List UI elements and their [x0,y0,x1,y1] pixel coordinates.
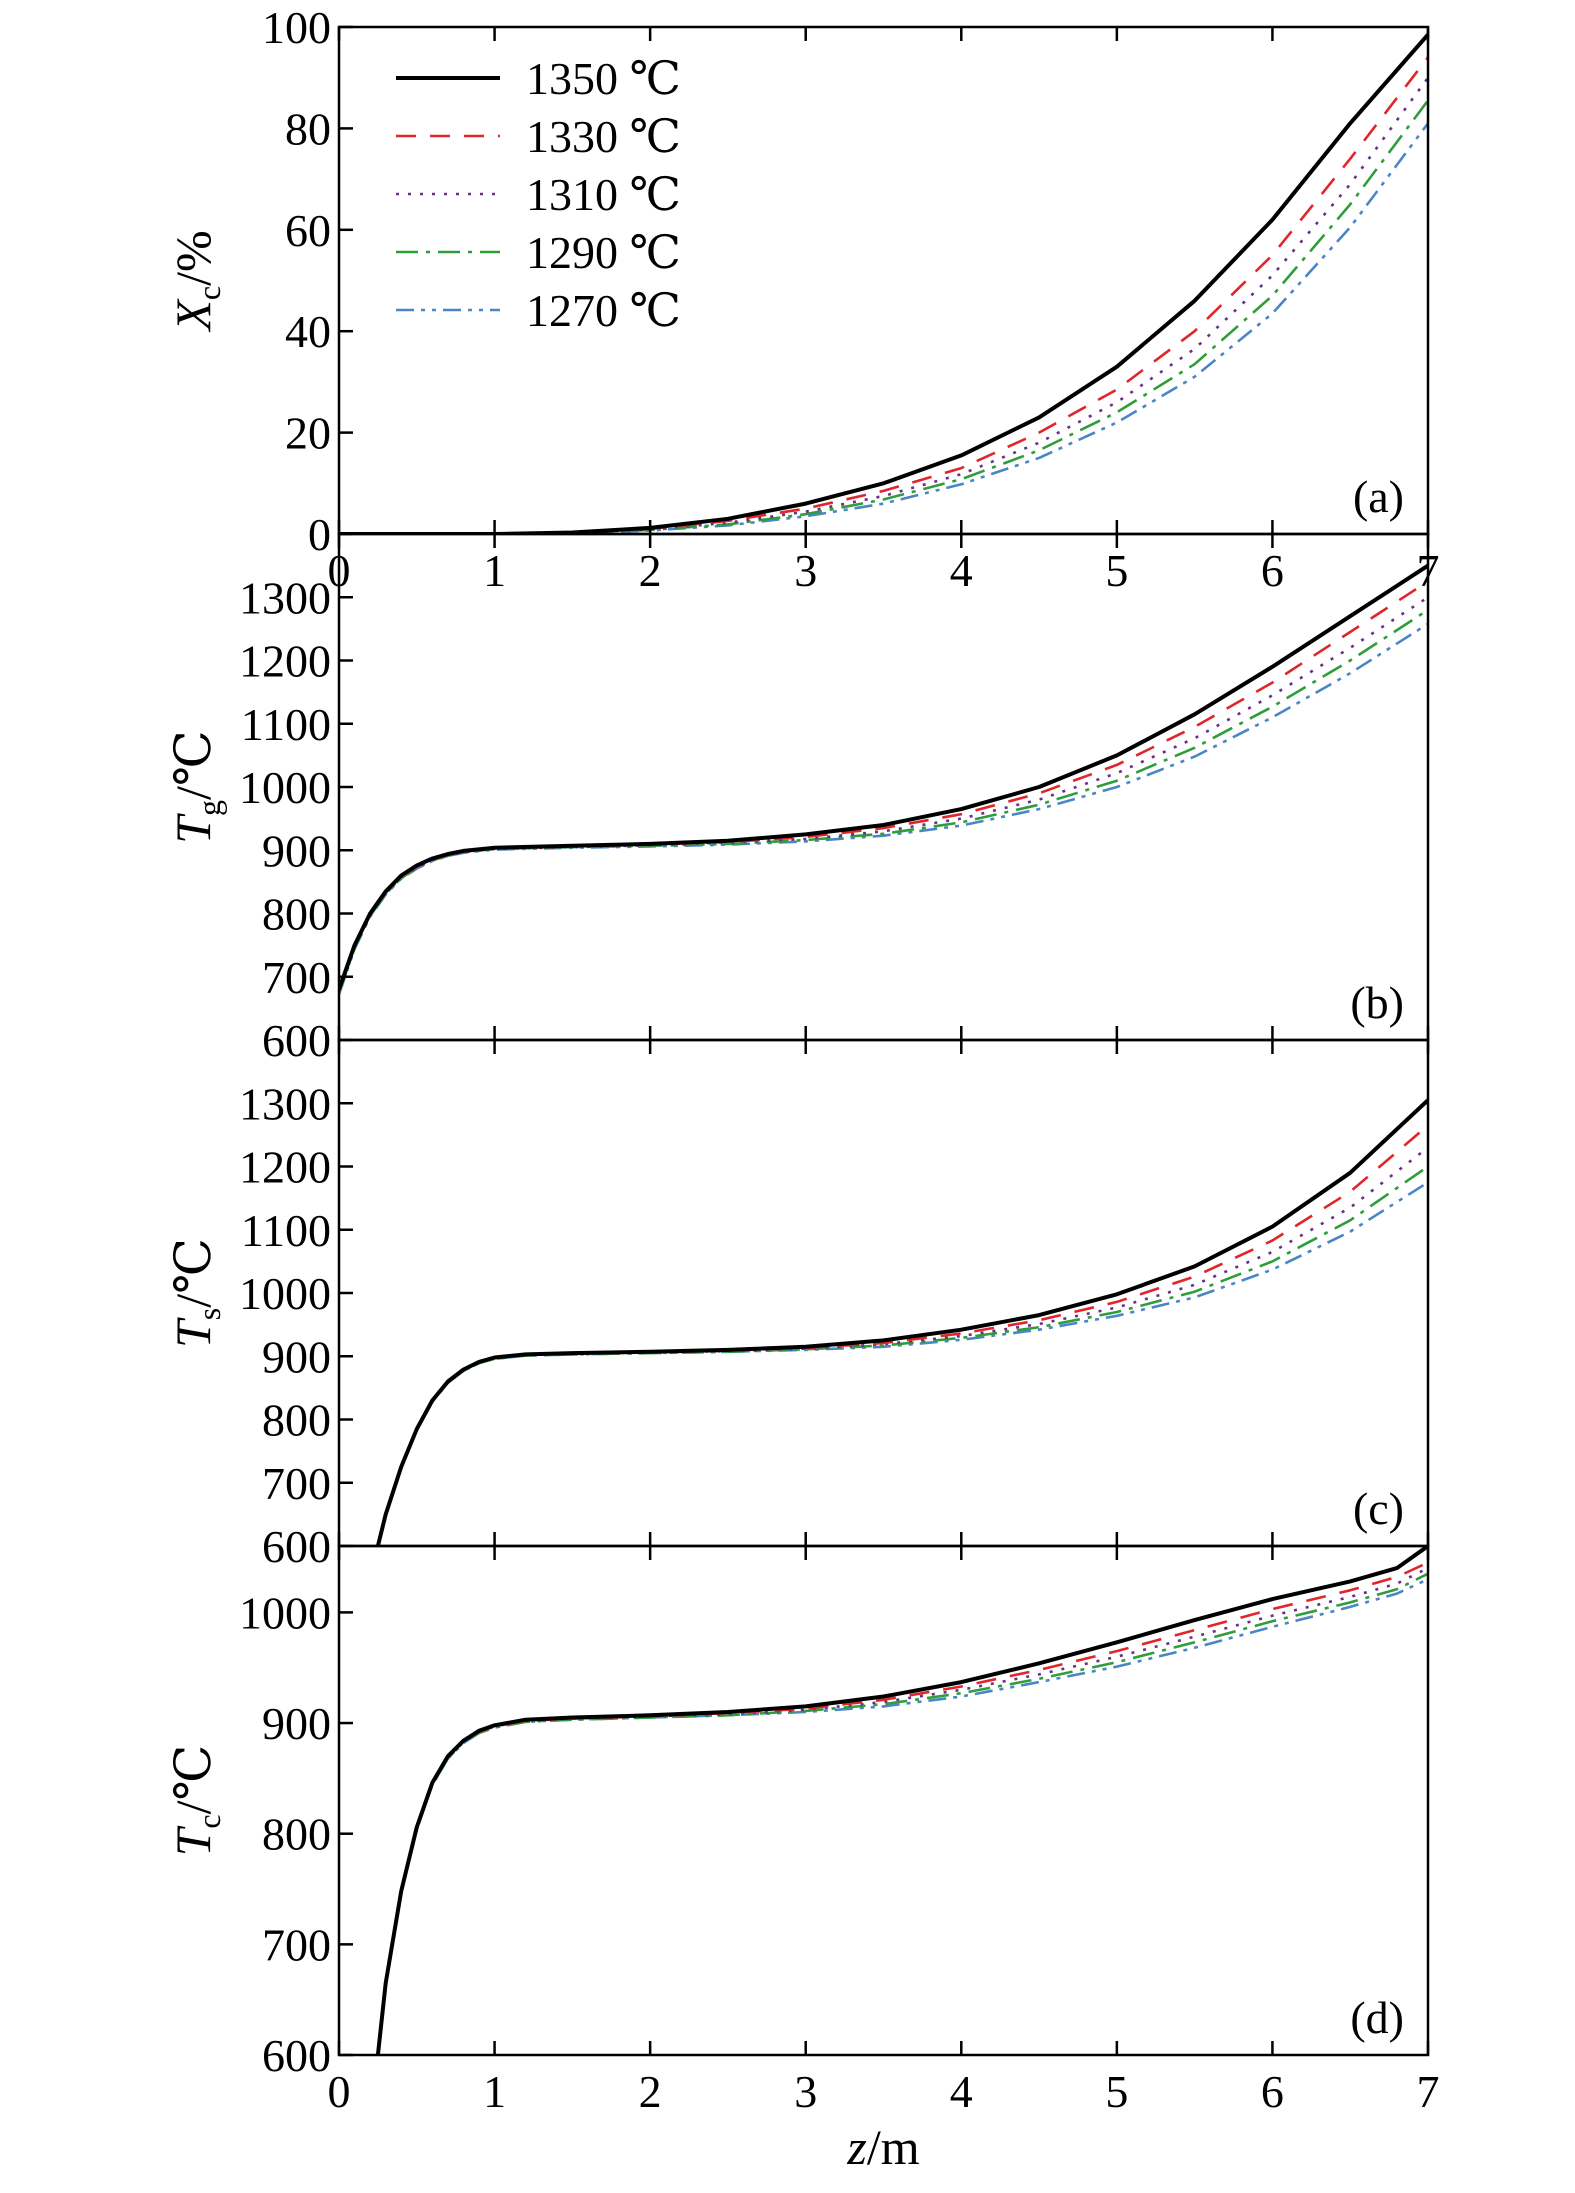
y-axis-title: Xc/% [165,230,227,332]
y-tick-label: 900 [262,1331,331,1382]
series-line [339,608,1428,994]
x-tick-label: 6 [1261,545,1284,596]
series-group [339,563,1428,995]
y-tick-label: 800 [262,1809,331,1860]
legend-entry: 1290 ℃ [526,227,681,278]
x-tick-label: 1 [483,545,506,596]
x-tick-label: 3 [794,545,817,596]
series-line [375,1546,1428,2055]
y-tick-label: 600 [262,2030,331,2081]
series-line [376,1566,1428,2055]
panel-label: (b) [1350,977,1404,1028]
series-line [339,563,1428,991]
x-tick-label: 3 [794,2066,817,2117]
y-tick-label: 700 [262,1919,331,1970]
x-tick-label: 7 [1417,2066,1440,2117]
series-line [376,1578,1428,2055]
x-tick-label: 5 [1105,2066,1128,2117]
plot-frame [337,1544,1430,2057]
y-tick-label: 900 [262,1698,331,1749]
series-line [339,56,1428,534]
y-tick-label: 60 [285,205,331,256]
series-line [376,1181,1428,1546]
y-tick-label: 100 [262,2,331,53]
plot-frame [337,25,1430,536]
y-tick-label: 700 [262,1458,331,1509]
plot-frame [337,1038,1430,1548]
y-tick-label: 800 [262,889,331,940]
legend-entry: 1310 ℃ [526,169,681,220]
series-line [339,622,1428,995]
series-line [375,1098,1428,1546]
panel-3: 600 700 800 900 1000 0 1 2 3 4 5 6 7 (d) Tc/℃ [165,1544,1440,2117]
y-tick-label: 80 [285,103,331,154]
x-tick-label: 1 [483,2066,506,2117]
y-tick-label: 900 [262,825,331,876]
y-tick-label: 1000 [239,1268,331,1319]
y-tick-label: 1200 [239,1142,331,1193]
x-tick-label: 2 [639,545,662,596]
series-line [339,76,1428,534]
legend-entry: 1350 ℃ [526,53,681,104]
series-line [376,1561,1428,2055]
x-tick-label: 4 [950,545,973,596]
plot-frame [337,532,1430,1042]
panel-label: (c) [1353,1483,1404,1534]
panel-1: 600 700 800 900 1000 1100 1200 1300 (b) Tg/℃ [165,532,1430,1066]
y-tick-label: 600 [262,1015,331,1066]
y-axis-title: Tc/℃ [165,1745,227,1857]
x-tick-label: 6 [1261,2066,1284,2117]
series-group [375,1546,1428,2055]
y-tick-label: 20 [285,408,331,459]
y-tick-label: 600 [262,1521,331,1572]
panel-2: 600 700 800 900 1000 1100 1200 1300 (c) Ts/℃ [165,1038,1430,1572]
series-line [376,1572,1428,2055]
y-tick-label: 1000 [239,762,331,813]
series-group [375,1098,1428,1546]
panel-label: (a) [1353,471,1404,522]
y-tick-label: 700 [262,952,331,1003]
series-group [339,33,1428,534]
series-line [339,33,1428,534]
x-tick-label: 2 [639,2066,662,2117]
y-tick-label: 0 [308,509,331,560]
series-line [376,1165,1428,1546]
series-line [376,1124,1428,1546]
legend: 1350 ℃ 1330 ℃ 1310 ℃ 1290 ℃ 1270 ℃ [396,53,681,336]
x-tick-label: 4 [950,2066,973,2117]
y-tick-label: 1100 [241,699,331,750]
y-tick-label: 1000 [239,1587,331,1638]
y-axis-title: Ts/℃ [165,1238,227,1348]
legend-entry: 1330 ℃ [526,111,681,162]
x-axis-title: z/m [846,2119,919,2175]
legend-entry: 1270 ℃ [526,285,681,336]
series-line [339,580,1428,992]
x-tick-label: 5 [1105,545,1128,596]
y-tick-label: 1200 [239,636,331,687]
series-line [339,99,1428,534]
series-line [339,122,1428,534]
panel-label: (d) [1350,1992,1404,2043]
x-tick-label: 0 [328,2066,351,2117]
y-tick-label: 40 [285,306,331,357]
y-tick-label: 800 [262,1395,331,1446]
y-tick-label: 1100 [241,1205,331,1256]
y-axis-title: Tg/℃ [165,730,227,844]
y-tick-label: 1300 [239,1078,331,1129]
series-line [339,596,1428,993]
y-tick-label: 1300 [239,572,331,623]
series-line [376,1146,1428,1546]
